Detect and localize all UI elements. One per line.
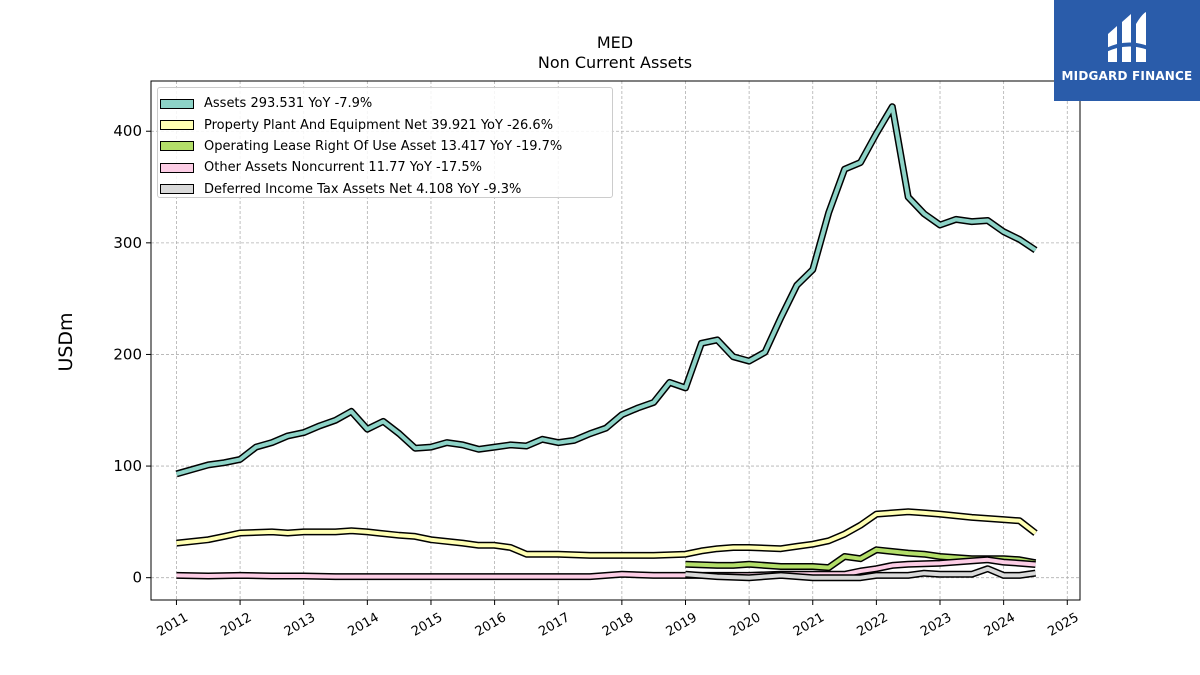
legend-swatch-4	[160, 162, 194, 173]
legend-label-2: Property Plant And Equipment Net 39.921 …	[204, 117, 554, 133]
series-5	[685, 565, 1037, 582]
x-tick-label-2012: 2012	[218, 610, 254, 640]
legend: Assets 293.531 YoY -7.9% Property Plant A…	[157, 87, 613, 198]
x-tick-label-2024: 2024	[982, 610, 1018, 640]
chart-title: MED	[596, 33, 634, 52]
x-tick-label-2022: 2022	[855, 610, 891, 640]
legend-swatch-3	[160, 141, 194, 152]
x-tick-label-2021: 2021	[791, 610, 827, 640]
x-tick-label-2018: 2018	[600, 610, 636, 640]
series-layer	[175, 103, 1038, 582]
plot-frame	[150, 80, 1081, 601]
x-tick-label-2015: 2015	[409, 610, 445, 640]
x-tick-label-2023: 2023	[918, 610, 954, 640]
legend-label-4: Other Assets Noncurrent 11.77 YoY -17.5%	[204, 160, 483, 176]
x-tick-label-2014: 2014	[346, 610, 382, 640]
logo-text: MIDGARD FINANCE	[1061, 69, 1193, 83]
legend-item-4: Other Assets Noncurrent 11.77 YoY -17.5%	[160, 157, 612, 178]
series-5-line	[685, 566, 1036, 580]
y-tick-label-0: 0	[132, 569, 142, 587]
legend-item-5: Deferred Income Tax Assets Net 4.108 YoY…	[160, 179, 612, 200]
y-tick-label-200: 200	[113, 345, 142, 363]
chart-subtitle: Non Current Assets	[537, 53, 693, 72]
y-tick-label-400: 400	[113, 122, 142, 140]
legend-swatch-2	[160, 120, 194, 131]
series-2-line	[176, 509, 1037, 558]
brand-logo: MIDGARD FINANCE	[1054, 0, 1200, 101]
x-tick-label-2011: 2011	[155, 610, 191, 640]
legend-swatch-5	[160, 184, 194, 195]
legend-item-2: Property Plant And Equipment Net 39.921 …	[160, 114, 612, 135]
legend-item-3: Operating Lease Right Of Use Asset 13.41…	[160, 136, 612, 157]
series-1	[175, 103, 1038, 478]
legend-swatch-1	[160, 98, 194, 109]
legend-item-1: Assets 293.531 YoY -7.9%	[160, 93, 612, 114]
x-tick-label-2019: 2019	[664, 610, 700, 640]
series-4-line	[176, 557, 1036, 579]
series-4	[176, 556, 1036, 581]
x-tick-label-2013: 2013	[282, 610, 318, 640]
x-tick-label-2016: 2016	[473, 610, 509, 640]
series-1-line	[175, 104, 1037, 476]
legend-label-3: Operating Lease Right Of Use Asset 13.41…	[204, 138, 563, 154]
y-tick-label-100: 100	[113, 457, 142, 475]
x-tick-label-2020: 2020	[727, 610, 763, 640]
y-tick-label-300: 300	[113, 234, 142, 252]
series-2	[176, 508, 1038, 559]
x-tick-label-2017: 2017	[536, 610, 572, 640]
mountain-mark-icon	[1106, 12, 1148, 62]
legend-label-5: Deferred Income Tax Assets Net 4.108 YoY…	[204, 181, 522, 197]
y-axis-label: USDm	[55, 312, 77, 372]
legend-label-1: Assets 293.531 YoY -7.9%	[204, 96, 373, 112]
x-tick-label-2025: 2025	[1045, 610, 1081, 640]
